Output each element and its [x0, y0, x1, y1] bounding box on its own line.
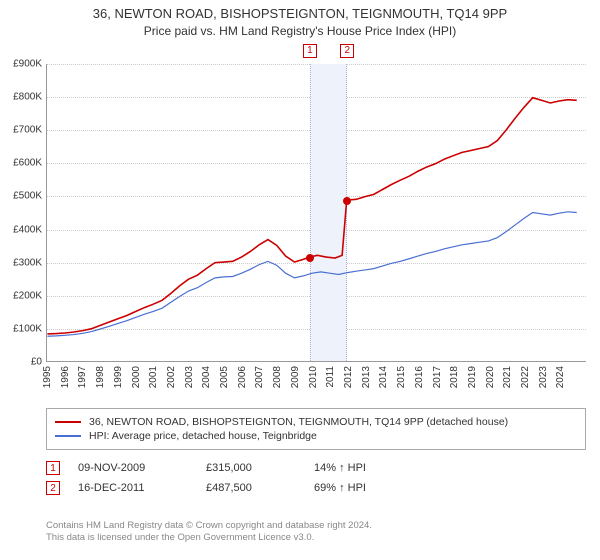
y-tick-label: £700K — [0, 125, 42, 136]
y-tick-label: £500K — [0, 191, 42, 202]
legend-row: HPI: Average price, detached house, Teig… — [55, 429, 577, 443]
page-title: 36, NEWTON ROAD, BISHOPSTEIGNTON, TEIGNM… — [0, 0, 600, 21]
sales-table: 1 09-NOV-2009 £315,000 14% ↑ HPI 2 16-DEC-201… — [46, 458, 586, 498]
y-tick-label: £600K — [0, 158, 42, 169]
legend: 36, NEWTON ROAD, BISHOPSTEIGNTON, TEIGNM… — [46, 408, 586, 450]
sale-callout-number: 1 — [303, 44, 317, 58]
y-tick-label: £100K — [0, 323, 42, 334]
table-row: 1 09-NOV-2009 £315,000 14% ↑ HPI — [46, 458, 586, 478]
sale-date: 09-NOV-2009 — [78, 462, 188, 474]
y-tick-label: £400K — [0, 224, 42, 235]
footer-line-2: This data is licensed under the Open Gov… — [46, 532, 586, 544]
footer: Contains HM Land Registry data © Crown c… — [46, 520, 586, 545]
x-tick-label: 2024 — [555, 366, 591, 388]
y-tick-label: £900K — [0, 59, 42, 70]
sale-number-marker: 2 — [46, 481, 60, 495]
legend-row: 36, NEWTON ROAD, BISHOPSTEIGNTON, TEIGNM… — [55, 415, 577, 429]
y-tick-label: £0 — [0, 357, 42, 368]
legend-swatch — [55, 435, 81, 437]
footer-line-1: Contains HM Land Registry data © Crown c… — [46, 520, 586, 532]
sale-price: £487,500 — [206, 482, 296, 494]
legend-label: 36, NEWTON ROAD, BISHOPSTEIGNTON, TEIGNM… — [89, 416, 508, 428]
legend-label: HPI: Average price, detached house, Teig… — [89, 430, 317, 442]
series-hpi — [47, 212, 576, 336]
sale-callout-number: 2 — [340, 44, 354, 58]
y-tick-label: £800K — [0, 92, 42, 103]
sale-point-marker — [306, 254, 314, 262]
y-tick-label: £200K — [0, 290, 42, 301]
page-subtitle: Price paid vs. HM Land Registry's House … — [0, 21, 600, 38]
sale-callout: 2 — [340, 40, 354, 58]
series-svg — [47, 64, 586, 361]
sale-point-marker — [343, 197, 351, 205]
series-property — [47, 98, 576, 334]
chart: £0 £100K £200K £300K £400K £500K £600K £700K £80… — [0, 44, 600, 402]
sale-price: £315,000 — [206, 462, 296, 474]
sale-number-marker: 1 — [46, 461, 60, 475]
sale-delta: 69% ↑ HPI — [314, 482, 414, 494]
sale-delta: 14% ↑ HPI — [314, 462, 414, 474]
table-row: 2 16-DEC-2011 £487,500 69% ↑ HPI — [46, 478, 586, 498]
plot-area: 12 — [46, 64, 586, 362]
sale-date: 16-DEC-2011 — [78, 482, 188, 494]
legend-swatch — [55, 421, 81, 423]
y-tick-label: £300K — [0, 257, 42, 268]
sale-callout: 1 — [303, 40, 317, 58]
